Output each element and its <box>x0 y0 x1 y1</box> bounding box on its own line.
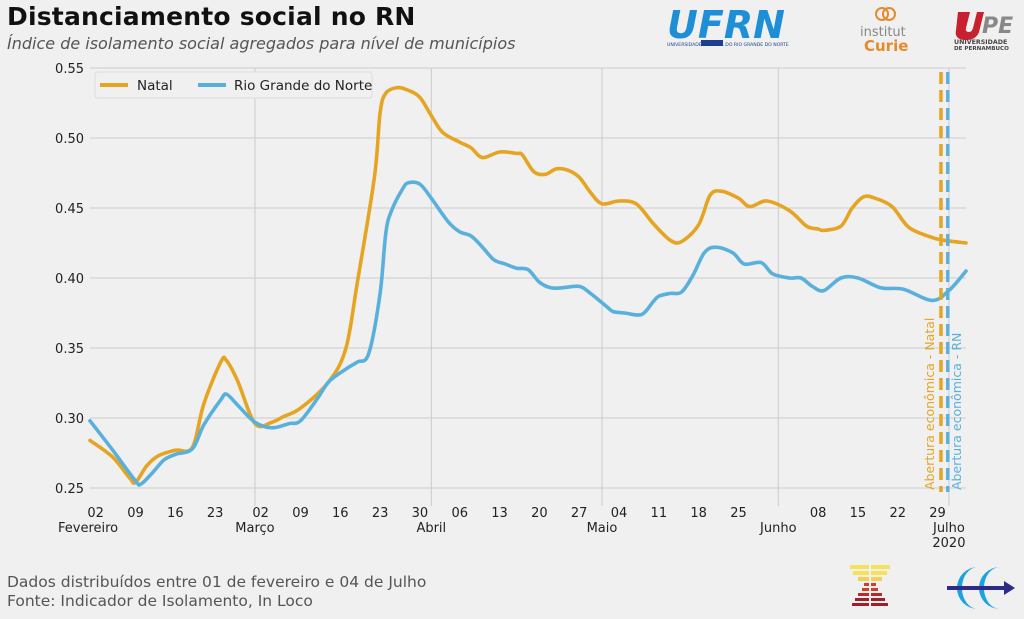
cc-arrow-logo <box>947 567 1015 609</box>
x-tick-label: 13 <box>491 506 508 521</box>
reopening-label-rn: Abertura econômica - RN <box>949 333 964 490</box>
x-tick-label: 16 <box>332 506 349 521</box>
svg-text:PE: PE <box>982 14 1013 39</box>
x-tick-label: 30 <box>412 506 429 521</box>
x-tick-label: 18 <box>690 506 707 521</box>
gridlines <box>90 67 966 506</box>
source-note: Fonte: Indicador de Isolamento, In Loco <box>7 592 313 610</box>
y-tick-label: 0.35 <box>55 342 84 357</box>
x-tick-label: 06 <box>451 506 468 521</box>
legend: Natal Rio Grande do Norte <box>94 71 373 99</box>
x-tick-label: 27 <box>571 506 588 521</box>
x-month-label: Julho <box>932 521 965 536</box>
series-line-natal <box>88 85 968 485</box>
svg-text:Curie: Curie <box>864 37 908 53</box>
x-month-label: Abril <box>416 521 446 536</box>
svg-text:UNIVERSIDADE: UNIVERSIDADE <box>954 39 1007 46</box>
x-tick-label: 02 <box>87 506 104 521</box>
x-month-label: Junho <box>759 521 797 536</box>
x-month-label: Fevereiro <box>58 521 118 536</box>
x-tick-label: 23 <box>207 506 224 521</box>
institut-curie-logo: institut Curie <box>860 7 908 53</box>
x-tick-label: 11 <box>651 506 668 521</box>
svg-text:DE PERNAMBUCO: DE PERNAMBUCO <box>954 46 1009 50</box>
data-range-note: Dados distribuídos entre 01 de fevereiro… <box>7 573 427 591</box>
x-tick-label: 29 <box>929 506 946 521</box>
x-tick-label: 23 <box>372 506 389 521</box>
x-tick-label: 15 <box>850 506 867 521</box>
reopening-label-natal: Abertura econômica - Natal <box>922 318 937 490</box>
chart-footer: Dados distribuídos entre 01 de fevereiro… <box>7 573 426 611</box>
x-month-label: Maio <box>587 521 618 536</box>
x-tick-label: 08 <box>810 506 827 521</box>
annotations: Abertura econômica - Natal Abertura econô… <box>922 72 964 492</box>
y-tick-label: 0.45 <box>55 202 84 217</box>
hourglass-logo <box>850 565 890 607</box>
legend-label-rn: Rio Grande do Norte <box>234 78 372 94</box>
x-tick-label: 04 <box>611 506 628 521</box>
chart-subtitle: Índice de isolamento social agregados pa… <box>7 34 516 53</box>
x-tick-label: 09 <box>127 506 144 521</box>
upe-logo: PE UNIVERSIDADE DE PERNAMBUCO <box>954 12 1013 50</box>
x-month-label: Março <box>235 521 274 536</box>
x-axis-ticks: 02 09 16 23 02 09 16 23 30 06 13 20 27 04 11 18 25 08 15 22… <box>58 506 965 551</box>
chart-title: Distanciamento social no RN <box>7 2 416 31</box>
y-axis-ticks: 0.25 0.30 0.35 0.40 0.45 0.50 0.55 <box>55 62 84 497</box>
svg-text:institut: institut <box>860 25 906 40</box>
svg-text:UNIVERSIDADE FEDERAL DO RIO GR: UNIVERSIDADE FEDERAL DO RIO GRANDE DO NO… <box>667 42 789 48</box>
series-lines <box>88 85 968 487</box>
ufrn-logo: UFRN UNIVERSIDADE FEDERAL DO RIO GRANDE … <box>666 6 796 48</box>
y-tick-label: 0.40 <box>55 272 84 287</box>
x-tick-label: 09 <box>292 506 309 521</box>
x-tick-label: 22 <box>889 506 906 521</box>
y-tick-label: 0.55 <box>55 62 84 77</box>
x-year-label: 2020 <box>932 536 965 551</box>
series-line-rn <box>88 180 968 487</box>
x-tick-label: 25 <box>730 506 747 521</box>
y-tick-label: 0.25 <box>55 482 84 497</box>
x-tick-label: 02 <box>252 506 269 521</box>
legend-label-natal: Natal <box>137 78 173 94</box>
y-tick-label: 0.50 <box>55 132 84 147</box>
x-tick-label: 20 <box>531 506 548 521</box>
y-tick-label: 0.30 <box>55 412 84 427</box>
x-tick-label: 16 <box>167 506 184 521</box>
